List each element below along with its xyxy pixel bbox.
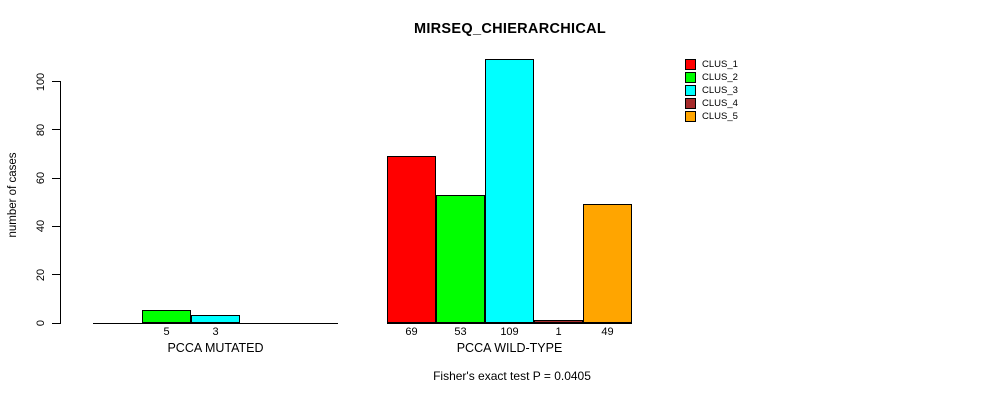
legend-item-clus_2: CLUS_2 [685,71,738,84]
bar-value-label: 49 [601,326,614,338]
y-tick-label: 0 [35,319,47,327]
y-tick-mark [52,81,60,82]
legend-label: CLUS_3 [702,85,738,96]
legend-swatch-clus_3 [685,85,696,96]
legend-label: CLUS_1 [702,59,738,70]
legend-swatch-clus_1 [685,59,696,70]
y-tick-mark [52,129,60,131]
bar-value-label: 3 [212,326,219,338]
bar-clus_4-wild-type [534,320,583,324]
y-tick-label: 60 [35,171,47,185]
bar-clus_5-wild-type [583,204,632,324]
legend-item-clus_1: CLUS_1 [685,58,738,71]
legend-swatch-clus_5 [685,111,696,122]
x-group-label-mutated: PCCA MUTATED [167,341,264,355]
bar-value-label: 109 [500,326,519,338]
y-tick-label: 100 [35,72,47,91]
bar-value-label: 53 [454,326,467,338]
y-tick-mark [52,225,60,227]
chart-title: MIRSEQ_CHIERARCHICAL [413,21,607,37]
bar-clus_3-wild-type [485,59,534,324]
bar-clus_2-wild-type [436,194,485,324]
legend-label: CLUS_4 [702,98,738,109]
y-tick-mark [52,274,60,276]
legend-label: CLUS_2 [702,72,738,83]
bar-clus_1-wild-type [387,155,436,324]
legend-item-clus_4: CLUS_4 [685,97,738,110]
bar-value-label: 1 [555,326,562,338]
y-tick-mark [52,322,60,324]
legend-swatch-clus_4 [685,98,696,109]
y-tick-label: 20 [35,268,47,281]
y-tick-mark [52,177,60,179]
bar-value-label: 69 [405,326,418,338]
x-group-label-wild-type: PCCA WILD-TYPE [456,341,563,355]
bar-clus_2-mutated [142,310,191,324]
legend-item-clus_5: CLUS_5 [685,110,738,123]
y-axis-line [60,81,61,324]
y-tick-label: 40 [35,220,47,233]
fisher-test-annotation: Fisher's exact test P = 0.0405 [433,369,591,383]
y-axis-label: number of cases [7,152,19,238]
legend-item-clus_3: CLUS_3 [685,84,738,97]
legend-swatch-clus_2 [685,72,696,83]
bar-value-label: 5 [163,326,170,338]
bar-clus_3-mutated [191,315,240,324]
y-tick-label: 80 [35,123,47,136]
legend-label: CLUS_5 [702,111,738,122]
